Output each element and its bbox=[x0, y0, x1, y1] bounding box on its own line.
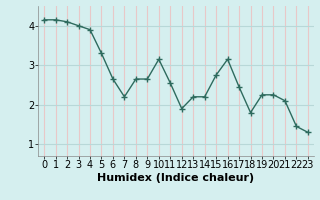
X-axis label: Humidex (Indice chaleur): Humidex (Indice chaleur) bbox=[97, 173, 255, 183]
